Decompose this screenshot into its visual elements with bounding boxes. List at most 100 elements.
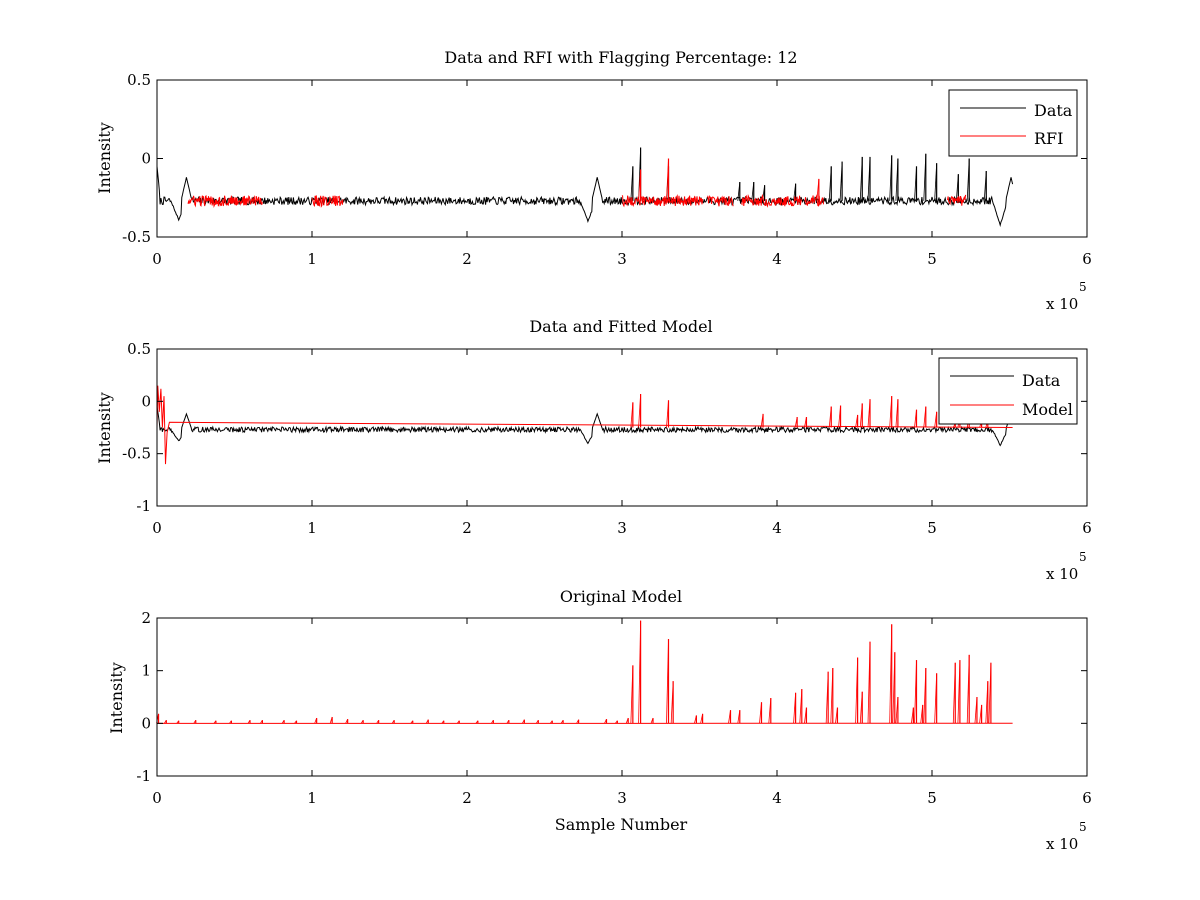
spike-flank (895, 399, 899, 428)
spike-flank (867, 156, 871, 201)
legend-label-model: Model (1022, 400, 1073, 419)
y-tick-label: 0.5 (127, 340, 151, 358)
spike-flank (825, 671, 829, 724)
x-tick-label: 2 (462, 519, 472, 537)
original-model-panel-axes-box (156, 617, 1088, 777)
y-tick-label: 2 (141, 609, 151, 627)
x-tick-label: 4 (772, 519, 782, 537)
spike-flank (838, 405, 841, 428)
spike-flank (889, 155, 893, 201)
spike-flank (867, 399, 871, 428)
rfi-panel-axes-box (156, 79, 1088, 238)
spike-flank (391, 719, 395, 724)
spike-flank (737, 182, 741, 201)
model-panel-title: Data and Fitted Model (529, 317, 712, 336)
spike-flank (604, 718, 607, 724)
spike-flank (630, 402, 634, 428)
spike-flank (793, 692, 796, 724)
spike-flank (376, 719, 379, 724)
y-tick-label: -1 (136, 497, 151, 515)
spike-flank (260, 719, 263, 724)
spike-flank (889, 396, 893, 428)
spike-flank (506, 719, 510, 724)
rfi-panel-series (156, 147, 1014, 228)
model-panel-axes-box (156, 348, 1088, 507)
spike-flank (560, 719, 564, 724)
x-tick-label: 4 (772, 789, 782, 807)
spike-flank (425, 719, 429, 724)
spike-flank (988, 662, 992, 724)
original-model-panel-series (156, 620, 1013, 724)
spike-flank (576, 719, 579, 724)
spike-flank (923, 153, 927, 201)
spike-flank (475, 720, 479, 724)
series-original-model (156, 620, 1013, 724)
spike-flank (314, 717, 318, 724)
spike-flank (694, 715, 697, 724)
spike-flank (911, 707, 914, 724)
spike-flank (923, 406, 927, 428)
spike-flank (889, 624, 893, 724)
model-panel-x-exponent: 5 (1079, 550, 1087, 564)
x-tick-label: 0 (152, 789, 162, 807)
spike-flank (294, 720, 297, 724)
y-tick-label: 0.5 (127, 71, 151, 89)
rfi-panel-legend: Data RFI (948, 89, 1078, 157)
x-tick-label: 1 (307, 250, 317, 268)
spike-flank (934, 163, 938, 201)
spike-flank (839, 161, 843, 201)
spike-flank (630, 166, 634, 201)
spike-flank (957, 660, 961, 724)
spike-flank (895, 696, 899, 724)
y-tick-label: -1 (136, 767, 151, 785)
spike-flank (728, 710, 731, 724)
y-tick-label: -0.5 (122, 228, 151, 246)
rfi-segment (804, 194, 824, 207)
rfi-segment (707, 194, 734, 207)
spike-flank (952, 662, 956, 724)
spike-flank (229, 720, 232, 724)
spike-flank (835, 707, 838, 724)
spike-flank (955, 174, 959, 201)
model-panel: Data and Fitted Model Intensity 0 1 2 3 4 5 6 -… (95, 317, 1092, 583)
model-panel-legend-box (938, 357, 1078, 425)
legend-label-rfi: RFI (1034, 129, 1063, 148)
rfi-panel-ylabel: Intensity (95, 122, 114, 194)
rfi-segment (311, 195, 344, 208)
spike-flank (535, 719, 539, 724)
rfi-panel-legend-box (948, 89, 1078, 157)
spike-flank (895, 158, 899, 201)
original-model-panel-xlabel: Sample Number (555, 815, 688, 834)
rfi-panel-x-multiplier: x 10 (1046, 295, 1078, 313)
series-model (156, 385, 1013, 465)
spike-flank (966, 654, 970, 724)
x-tick-label: 4 (772, 250, 782, 268)
spike-flank (666, 400, 669, 428)
x-tick-label: 3 (617, 789, 627, 807)
spike-flank (828, 406, 832, 428)
spike-flank (768, 698, 772, 724)
spike-flank (549, 720, 553, 724)
spike-flank (855, 657, 858, 724)
spike-flank (859, 156, 863, 201)
spike-flank (914, 409, 917, 428)
spike-flank (828, 166, 832, 201)
y-tick-label: -0.5 (122, 445, 151, 463)
x-tick-label: 2 (462, 250, 472, 268)
spike-flank (914, 166, 917, 201)
spike-flank (983, 171, 987, 201)
spike-flank (441, 720, 445, 724)
x-tick-label: 6 (1082, 250, 1092, 268)
spike-flank (760, 413, 764, 428)
rfi-panel-title: Data and RFI with Flagging Percentage: 1… (444, 48, 797, 67)
series-trace (156, 406, 1014, 447)
original-model-panel-title: Original Model (560, 587, 682, 606)
spike-flank (751, 182, 755, 201)
spike-flank (625, 717, 629, 724)
spike-flank (176, 720, 180, 724)
spike-flank (816, 178, 820, 201)
spike-flank (163, 719, 167, 724)
original-model-panel-x-multiplier: x 10 (1046, 835, 1078, 853)
spike-flank (700, 713, 703, 724)
